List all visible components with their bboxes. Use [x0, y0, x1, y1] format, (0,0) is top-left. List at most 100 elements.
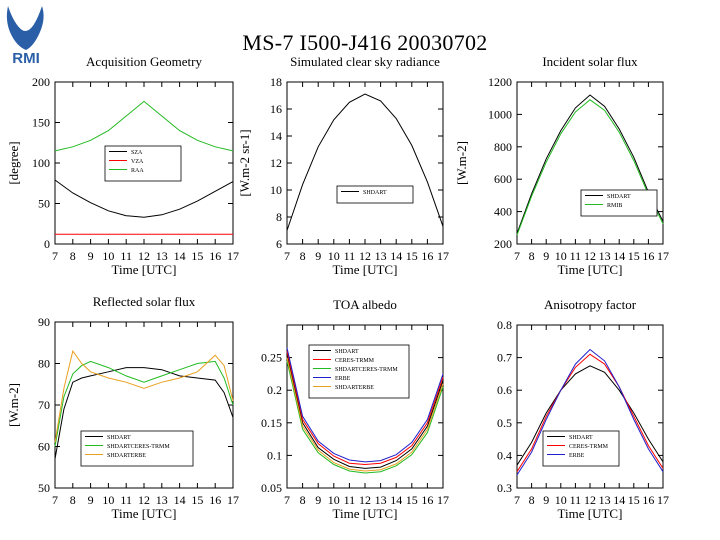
- rmi-logo-mark: [6, 6, 44, 50]
- x-tick-label: 8: [300, 249, 306, 263]
- x-tick-label: 12: [138, 249, 150, 263]
- chart-panel-1: Acquisition Geometry 7 8 9 10 11 12 13 14 15 16 17 0…: [6, 54, 239, 277]
- y-tick-label: 150: [32, 116, 50, 130]
- series-line-1: [286, 354, 444, 469]
- legend: SHDARTCERES-TRMMSHDARTCERES-TRMMERBESHDA…: [308, 344, 410, 399]
- x-axis-label: Time [UTC]: [112, 506, 177, 521]
- y-tick-label: 14: [270, 129, 282, 143]
- legend-label: ERBE: [335, 376, 351, 382]
- x-tick-label: 9: [88, 493, 94, 507]
- legend-label: SZA: [131, 150, 143, 156]
- y-tick-label: 0.5: [497, 416, 512, 430]
- x-tick-label: 13: [375, 493, 387, 507]
- x-tick-label: 11: [120, 493, 132, 507]
- x-tick-label: 9: [315, 249, 321, 263]
- x-tick-label: 17: [227, 249, 239, 263]
- x-tick-label: 8: [529, 249, 535, 263]
- legend-label: VZA: [131, 159, 144, 165]
- x-tick-label: 13: [156, 493, 168, 507]
- x-tick-label: 14: [174, 249, 186, 263]
- legend-label: CERES-TRMM: [569, 444, 609, 450]
- x-tick-label: 14: [613, 493, 625, 507]
- x-tick-label: 7: [514, 249, 520, 263]
- series-line-4: [286, 347, 444, 463]
- y-tick-label: 80: [38, 357, 50, 371]
- legend-label: ERBE: [569, 453, 585, 459]
- x-tick-label: 9: [315, 493, 321, 507]
- x-tick-label: 13: [599, 249, 611, 263]
- x-tick-label: 7: [514, 493, 520, 507]
- y-axis-label: [W.m-2]: [6, 383, 21, 427]
- x-tick-label: 15: [191, 493, 203, 507]
- x-tick-label: 16: [421, 249, 433, 263]
- series-line-3: [516, 348, 664, 476]
- y-tick-label: 0.2: [267, 383, 282, 397]
- chart-title: TOA albedo: [333, 297, 397, 312]
- legend: SZA VZA RAA: [104, 145, 182, 182]
- x-tick-label: 15: [406, 493, 418, 507]
- x-tick-label: 14: [613, 249, 625, 263]
- x-tick-label: 10: [102, 249, 114, 263]
- legend-label: RMIB: [607, 203, 622, 209]
- x-tick-label: 17: [227, 493, 239, 507]
- legend-label: SHDART: [107, 435, 131, 441]
- x-tick-label: 15: [628, 249, 640, 263]
- x-tick-label: 16: [642, 249, 654, 263]
- x-tick-label: 15: [406, 249, 418, 263]
- x-axis-label: Time [UTC]: [333, 506, 398, 521]
- y-tick-label: 0: [44, 237, 50, 251]
- y-tick-label: 0.15: [261, 416, 282, 430]
- x-tick-label: 14: [390, 249, 402, 263]
- legend: SHDART: [336, 185, 414, 204]
- y-tick-label: 600: [494, 172, 512, 186]
- x-tick-label: 12: [138, 493, 150, 507]
- series-line-2: [54, 360, 234, 447]
- x-tick-label: 17: [657, 493, 669, 507]
- x-axis-label: Time [UTC]: [112, 262, 177, 277]
- y-tick-label: 0.1: [267, 448, 282, 462]
- x-tick-label: 10: [328, 249, 340, 263]
- y-tick-label: 16: [270, 102, 282, 116]
- series-line-3: [54, 100, 234, 152]
- y-tick-label: 70: [38, 398, 50, 412]
- legend-box: [308, 344, 410, 399]
- page-title: MS-7 I500-J416 20030702: [242, 30, 488, 55]
- legend-label: SHDARTCERES-TRMM: [335, 367, 398, 373]
- y-tick-label: 0.3: [497, 481, 512, 495]
- y-tick-label: 400: [494, 205, 512, 219]
- x-tick-label: 12: [359, 493, 371, 507]
- y-tick-label: 0.4: [497, 448, 512, 462]
- x-tick-label: 13: [599, 493, 611, 507]
- legend-box: [580, 189, 658, 217]
- y-tick-label: 50: [38, 197, 50, 211]
- y-tick-label: 12: [270, 156, 282, 170]
- series-line-1: [54, 367, 234, 459]
- chart-panel-4: Reflected solar flux 7 8 9 10 11 12 13 14 15 16 17 5…: [6, 294, 239, 521]
- x-tick-label: 10: [102, 493, 114, 507]
- x-tick-label: 7: [284, 493, 290, 507]
- y-tick-label: 1200: [488, 75, 512, 89]
- chart-panel-6: Anisotropy factor 7 8 9 10 11 12 13 14 15 16 17 0.3 0…: [497, 297, 669, 521]
- y-tick-label: 200: [494, 237, 512, 251]
- legend: SHDART RMIB: [580, 189, 658, 217]
- x-tick-label: 12: [584, 249, 596, 263]
- x-tick-label: 11: [120, 249, 132, 263]
- series-line-1: [286, 93, 444, 231]
- y-tick-label: 60: [38, 440, 50, 454]
- x-tick-label: 11: [344, 249, 356, 263]
- legend-label: SHDARTERBE: [335, 385, 374, 391]
- x-tick-label: 17: [437, 249, 449, 263]
- chart-panel-5: TOA albedo 7 8 9 10 11 12 13 14 15 16 17 0.05 0.1 0.15…: [261, 297, 449, 521]
- x-tick-label: 16: [642, 493, 654, 507]
- legend-label: SHDARTERBE: [107, 453, 146, 459]
- legend-label: SHDART: [335, 349, 359, 355]
- series-line-1: [516, 94, 664, 234]
- y-tick-label: 0.05: [261, 481, 282, 495]
- series-line-3: [286, 360, 444, 474]
- x-tick-label: 15: [628, 493, 640, 507]
- x-tick-label: 11: [570, 249, 582, 263]
- series-line-3: [54, 349, 234, 443]
- y-axis-label: [degree]: [6, 141, 21, 184]
